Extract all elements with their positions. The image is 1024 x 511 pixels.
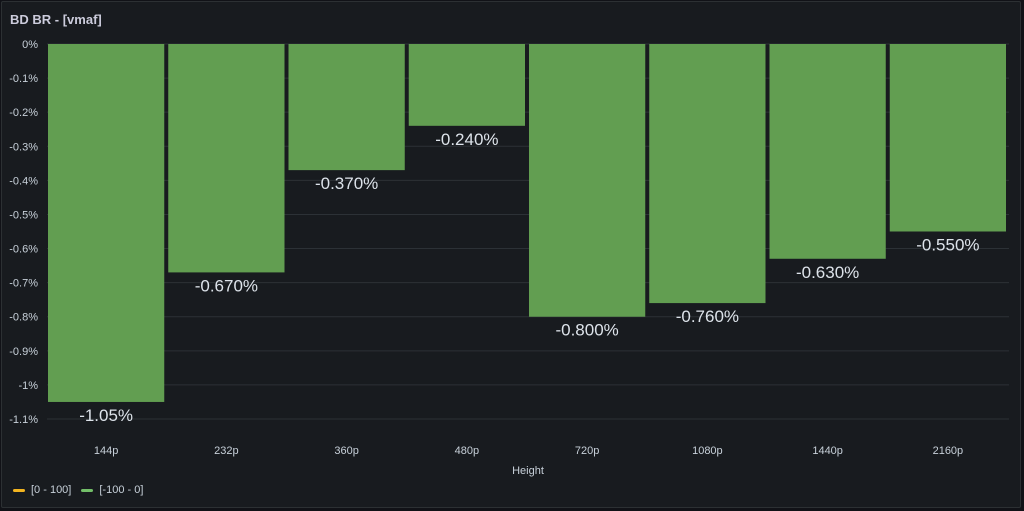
bar-value-label: -0.550% (916, 236, 979, 255)
bar-value-label: -0.370% (315, 174, 378, 193)
x-tick-label: 720p (575, 445, 599, 457)
x-tick-label: 360p (334, 445, 358, 457)
x-axis-label: Height (512, 465, 544, 477)
x-tick-label: 1080p (692, 445, 723, 457)
bar (769, 44, 886, 259)
bar-value-label: -0.670% (195, 276, 258, 295)
y-tick-label: 0% (22, 39, 38, 51)
bar (889, 44, 1006, 232)
panel-title[interactable]: BD BR - [vmaf] (10, 12, 102, 27)
bar-value-label: -0.800% (555, 321, 618, 340)
bar (288, 44, 405, 171)
bar (529, 44, 646, 317)
y-tick-label: -0.8% (9, 312, 38, 324)
legend: [0 - 100] [-100 - 0] (13, 484, 143, 496)
x-tick-label: 2160p (933, 445, 964, 457)
x-tick-label: 480p (455, 445, 479, 457)
y-tick-label: -0.5% (9, 209, 38, 221)
bar (408, 44, 525, 126)
bar (48, 44, 165, 402)
legend-item-negative[interactable]: [-100 - 0] (81, 484, 143, 496)
legend-swatch-positive (13, 488, 25, 492)
y-tick-label: -1% (18, 380, 38, 392)
y-tick-label: -1.1% (9, 414, 38, 426)
legend-label-positive: [0 - 100] (31, 484, 72, 496)
y-tick-label: -0.2% (9, 107, 38, 119)
bar (649, 44, 766, 304)
y-tick-label: -0.9% (9, 346, 38, 358)
bar-value-label: -0.240% (435, 130, 498, 149)
bar-value-label: -1.05% (79, 406, 133, 425)
y-tick-label: -0.3% (9, 141, 38, 153)
bar (168, 44, 285, 273)
x-tick-label: 232p (214, 445, 238, 457)
y-tick-label: -0.4% (9, 175, 38, 187)
x-tick-label: 1440p (812, 445, 843, 457)
y-tick-label: -0.7% (9, 278, 38, 290)
x-tick-label: 144p (94, 445, 118, 457)
bar-value-label: -0.760% (676, 307, 739, 326)
legend-label-negative: [-100 - 0] (99, 484, 144, 496)
legend-item-positive[interactable]: [0 - 100] (13, 484, 71, 496)
y-tick-label: -0.6% (9, 244, 38, 256)
y-tick-label: -0.1% (9, 73, 38, 85)
legend-swatch-negative (81, 488, 94, 492)
bar-value-label: -0.630% (796, 263, 859, 282)
